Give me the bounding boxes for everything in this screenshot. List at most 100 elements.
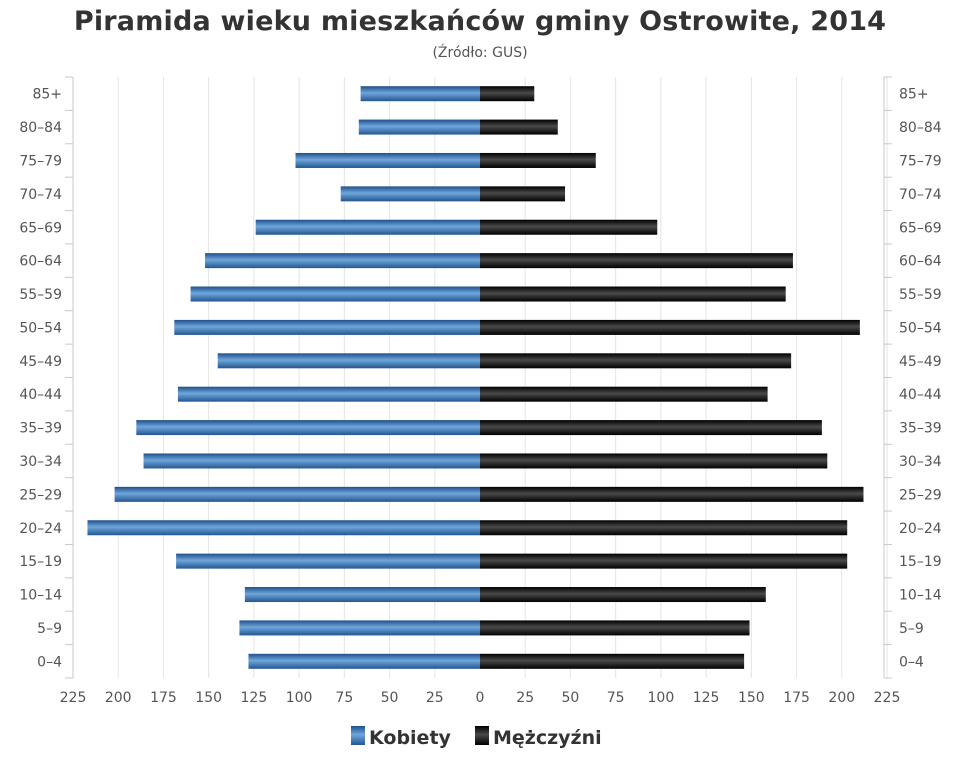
- x-tick-label: 50: [381, 690, 399, 706]
- bar-kobiety-3: [176, 553, 480, 569]
- y-tick-label-right: 75–79: [899, 153, 942, 169]
- x-tick-label: 125: [241, 690, 268, 706]
- y-tick-label-right: 70–74: [899, 187, 942, 203]
- y-tick-label-right: 30–34: [899, 454, 942, 470]
- bar-kobiety-8: [177, 386, 480, 402]
- y-tick-label-left: 80–84: [19, 120, 62, 136]
- x-tick-label: 175: [783, 690, 810, 706]
- y-tick-label-left: 55–59: [19, 287, 62, 303]
- y-tick-label-left: 20–24: [19, 521, 62, 537]
- legend-item-mezczyzni[interactable]: Mężczyźni: [475, 726, 602, 749]
- x-tick-label: 200: [105, 690, 132, 706]
- bar-kobiety-12: [205, 253, 480, 269]
- bar-mezczyzni-14: [480, 186, 566, 202]
- bar-mezczyzni-6: [480, 453, 828, 469]
- bar-mezczyzni-11: [480, 286, 786, 302]
- bar-kobiety-6: [143, 453, 480, 469]
- x-tick-label: 0: [476, 690, 485, 706]
- x-tick-label: 175: [150, 690, 177, 706]
- y-tick-label-left: 70–74: [19, 187, 62, 203]
- y-tick-label-right: 65–69: [899, 220, 942, 236]
- bar-mezczyzni-13: [480, 219, 658, 235]
- y-tick-label-right: 80–84: [899, 120, 942, 136]
- x-tick-label: 25: [426, 690, 444, 706]
- bar-kobiety-5: [114, 486, 481, 502]
- y-tick-label-left: 25–29: [19, 487, 62, 503]
- legend-label: Kobiety: [369, 727, 452, 749]
- y-tick-label-right: 60–64: [899, 254, 942, 270]
- y-tick-label-left: 40–44: [19, 387, 62, 403]
- chart-subtitle: (Źródło: GUS): [432, 45, 528, 61]
- y-tick-label-left: 85+: [32, 87, 62, 103]
- bar-kobiety-11: [190, 286, 481, 302]
- bar-kobiety-13: [255, 219, 480, 235]
- bar-mezczyzni-7: [480, 420, 822, 436]
- y-tick-label-right: 45–49: [899, 354, 942, 370]
- y-tick-label-right: 25–29: [899, 487, 942, 503]
- bar-kobiety-4: [87, 520, 481, 536]
- x-tick-label: 75: [335, 690, 353, 706]
- bar-kobiety-16: [358, 119, 480, 135]
- y-tick-label-left: 5–9: [37, 621, 62, 637]
- bar-mezczyzni-16: [480, 119, 558, 135]
- y-tick-label-right: 0–4: [899, 654, 924, 670]
- y-tick-label-right: 20–24: [899, 521, 942, 537]
- bar-mezczyzni-0: [480, 653, 745, 669]
- y-tick-label-left: 65–69: [19, 220, 62, 236]
- y-tick-label-right: 15–19: [899, 554, 942, 570]
- y-tick-label-left: 60–64: [19, 254, 62, 270]
- legend-label: Mężczyźni: [493, 727, 602, 749]
- y-tick-labels: 0–4 0–4 5–9 5–9 10–14 10–14 15–19 15–19 20–24 20–…: [19, 87, 941, 671]
- bar-mezczyzni-15: [480, 152, 596, 168]
- y-tick-label-left: 50–54: [19, 320, 62, 336]
- bar-mezczyzni-1: [480, 620, 750, 636]
- bar-mezczyzni-9: [480, 353, 792, 369]
- bar-kobiety-2: [244, 587, 480, 603]
- x-tick-label: 225: [874, 690, 901, 706]
- y-tick-label-left: 75–79: [19, 153, 62, 169]
- y-tick-label-right: 40–44: [899, 387, 942, 403]
- bars: [87, 86, 864, 669]
- axes: [65, 76, 892, 679]
- legend-swatch: [475, 726, 489, 745]
- x-tick-labels: 225 200 175 150 125 100 75 50 25 0 25 50 75 100 125 150…: [60, 690, 901, 706]
- bar-mezczyzni-5: [480, 486, 864, 502]
- x-tick-label: 75: [607, 690, 625, 706]
- bar-kobiety-10: [174, 319, 480, 335]
- y-tick-label-right: 55–59: [899, 287, 942, 303]
- x-tick-label: 125: [693, 690, 720, 706]
- bar-kobiety-15: [295, 152, 480, 168]
- bar-mezczyzni-2: [480, 587, 766, 603]
- x-tick-label: 225: [60, 690, 87, 706]
- y-tick-label-left: 30–34: [19, 454, 62, 470]
- x-tick-label: 100: [648, 690, 675, 706]
- bar-mezczyzni-4: [480, 520, 848, 536]
- bar-mezczyzni-3: [480, 553, 848, 569]
- legend[interactable]: Kobiety Mężczyźni: [351, 726, 602, 749]
- y-tick-label-right: 50–54: [899, 320, 942, 336]
- bar-kobiety-1: [239, 620, 480, 636]
- bar-mezczyzni-8: [480, 386, 768, 402]
- y-tick-label-left: 35–39: [19, 421, 62, 437]
- bar-kobiety-9: [217, 353, 480, 369]
- bar-kobiety-14: [340, 186, 480, 202]
- y-tick-label-right: 35–39: [899, 421, 942, 437]
- y-tick-label-left: 15–19: [19, 554, 62, 570]
- y-tick-label-right: 5–9: [899, 621, 924, 637]
- legend-item-kobiety[interactable]: Kobiety: [351, 726, 452, 749]
- x-tick-label: 25: [516, 690, 534, 706]
- bar-mezczyzni-10: [480, 319, 860, 335]
- bar-kobiety-0: [248, 653, 480, 669]
- bar-mezczyzni-12: [480, 253, 793, 269]
- bar-kobiety-17: [360, 86, 480, 102]
- y-tick-label-left: 45–49: [19, 354, 62, 370]
- bar-mezczyzni-17: [480, 86, 535, 102]
- x-tick-label: 200: [828, 690, 855, 706]
- y-tick-label-left: 0–4: [37, 654, 62, 670]
- bar-kobiety-7: [136, 420, 481, 436]
- chart-title: Piramida wieku mieszkańców gminy Ostrowi…: [73, 6, 887, 37]
- y-tick-label-left: 10–14: [19, 588, 62, 604]
- legend-swatch: [351, 726, 365, 745]
- x-tick-label: 50: [562, 690, 580, 706]
